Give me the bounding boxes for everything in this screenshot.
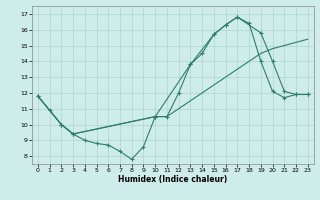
X-axis label: Humidex (Indice chaleur): Humidex (Indice chaleur) [118,175,228,184]
